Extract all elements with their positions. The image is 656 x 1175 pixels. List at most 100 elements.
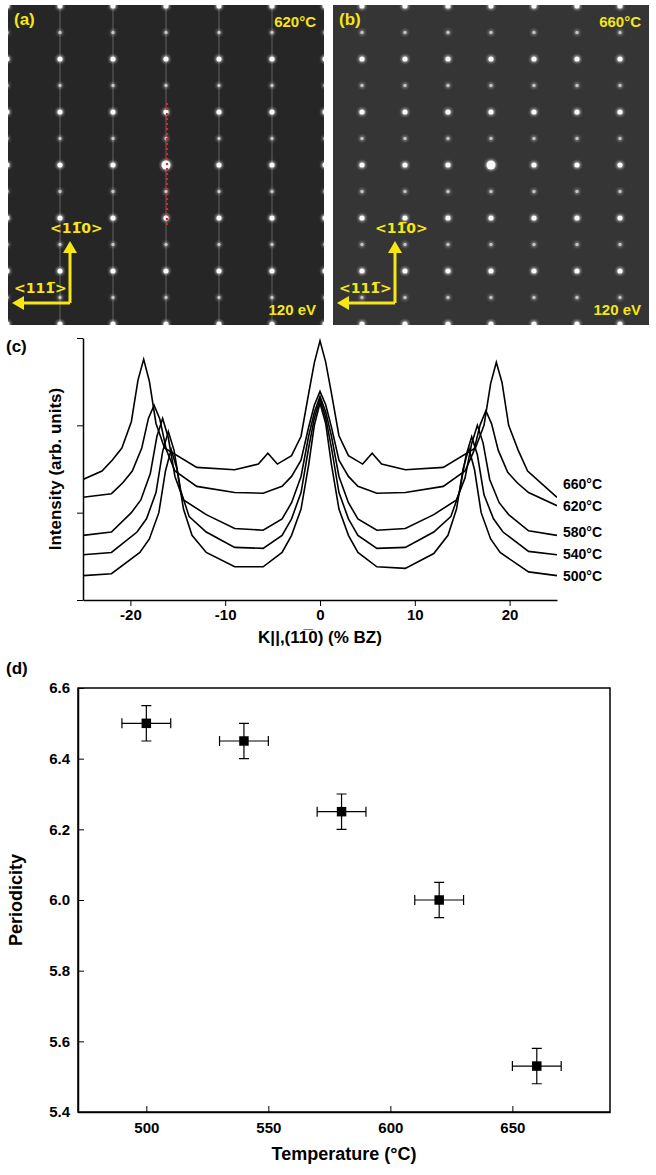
spot-glow [162, 267, 170, 275]
spot-glow [56, 161, 64, 169]
spot [163, 56, 168, 61]
spot-glow [269, 294, 275, 300]
spot-glow [573, 161, 581, 169]
spot [111, 190, 114, 193]
profile-curve [83, 396, 557, 535]
diffraction-pattern [8, 5, 324, 325]
profile-curve [83, 399, 557, 555]
spot [8, 137, 9, 140]
tick: 550 [256, 1106, 281, 1136]
tick-label: 650 [500, 1119, 525, 1136]
spot-glow [573, 320, 581, 325]
spot [532, 31, 535, 34]
spot-glow [268, 320, 276, 325]
spot [323, 190, 324, 193]
data-point [337, 807, 346, 816]
spot [323, 31, 324, 34]
tick-label: 6.2 [49, 821, 70, 838]
x-error-bar [415, 895, 464, 905]
spot-glow [215, 5, 223, 10]
spot-glow [616, 161, 624, 169]
tick-label: -10 [215, 606, 237, 623]
spot [164, 296, 167, 299]
spot-glow [358, 320, 366, 325]
spot-glow [487, 108, 495, 116]
spot-glow [268, 55, 276, 63]
spot-glow [162, 5, 170, 10]
spot-glow [401, 55, 409, 63]
tick-label: 6.4 [49, 750, 71, 767]
spot-glow [8, 55, 11, 63]
spot [531, 56, 536, 61]
spot-glow [8, 108, 11, 116]
spot [217, 137, 220, 140]
spot-glow [57, 135, 63, 141]
spot-glow [530, 161, 538, 169]
spot [111, 243, 114, 246]
spot-glow [358, 161, 366, 169]
x-error-bar [220, 736, 269, 746]
spot-glow [573, 214, 581, 222]
spot-glow [574, 29, 580, 35]
diffraction-pattern [358, 5, 624, 325]
spot-glow [445, 188, 451, 194]
spot-glow [269, 241, 275, 247]
spot-glow [531, 188, 537, 194]
spot-glow [574, 241, 580, 247]
y-error-bar [239, 723, 249, 758]
tick-mark [77, 425, 83, 426]
tick: 5.8 [49, 962, 84, 979]
spot-glow [322, 82, 324, 88]
spot [217, 243, 220, 246]
spot [403, 31, 406, 34]
spot-glow [531, 29, 537, 35]
spot [531, 5, 536, 9]
spot [359, 162, 364, 167]
spot-glow [109, 5, 117, 10]
spot [403, 84, 406, 87]
spot [617, 162, 622, 167]
spot [359, 321, 364, 325]
spot-glow [488, 188, 494, 194]
spot-glow [216, 29, 222, 35]
y-axis-title: Periodicity [6, 854, 26, 946]
spot-glow [617, 294, 623, 300]
arrow-shaft [347, 302, 395, 305]
spot [217, 296, 220, 299]
spot [446, 84, 449, 87]
spot [402, 321, 407, 325]
spot [270, 243, 273, 246]
spot-glow [444, 108, 452, 116]
spot [8, 190, 9, 193]
spot [574, 268, 579, 273]
spot-glow [163, 241, 169, 247]
spot [270, 190, 273, 193]
error-bar [220, 723, 269, 758]
tick-mark [78, 900, 84, 901]
panel-label: (a) [14, 10, 35, 29]
spot [489, 31, 492, 34]
spot-glow [109, 320, 117, 325]
spot [488, 268, 493, 273]
spot-glow [216, 135, 222, 141]
spot [57, 268, 62, 273]
tick [77, 338, 83, 339]
spot [531, 321, 536, 325]
spot-glow [56, 108, 64, 116]
spot [617, 109, 622, 114]
spot [575, 31, 578, 34]
panel-label: (d) [6, 659, 28, 678]
spot [574, 56, 579, 61]
spot-glow [616, 5, 624, 10]
spot [110, 321, 115, 325]
spot-glow [322, 188, 324, 194]
spot-glow [322, 29, 324, 35]
spot-glow [444, 320, 452, 325]
spot-glow [531, 82, 537, 88]
spot-glow [359, 82, 365, 88]
spot-glow [487, 5, 495, 10]
spot-glow [444, 267, 452, 275]
axis-line [79, 1112, 611, 1114]
spot-glow [110, 241, 116, 247]
spot [8, 31, 9, 34]
